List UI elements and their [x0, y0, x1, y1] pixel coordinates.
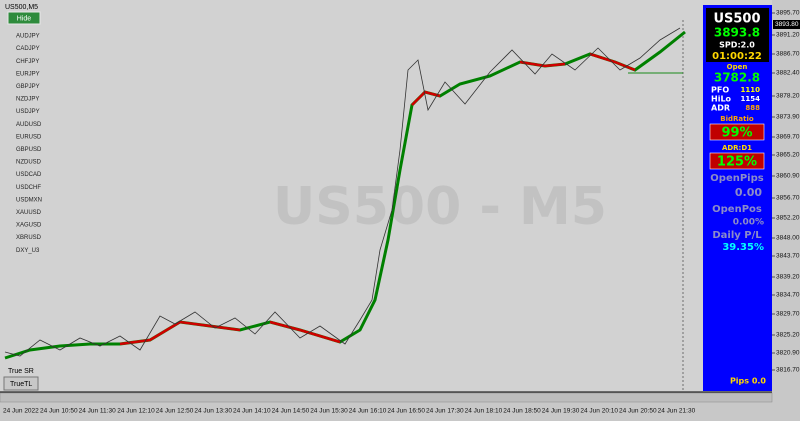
time-label: 24 Jun 2022: [3, 408, 39, 415]
time-label: 24 Jun 20:10: [580, 408, 618, 415]
hide-button-label[interactable]: Hide: [17, 15, 32, 22]
time-label: 24 Jun 16:10: [349, 408, 387, 415]
panel-bidratio-box: [709, 123, 765, 141]
trend-line-down: [411, 90, 441, 106]
current-price-label: 3893.80: [775, 21, 799, 28]
panel-hilo-label: HiLo: [711, 95, 732, 104]
price-label: 3891.20: [776, 32, 800, 39]
panel-openpips-label: OpenPips: [710, 173, 763, 184]
panel-dailypl: 39.35%: [722, 242, 764, 253]
panel-adr: 888: [745, 104, 760, 112]
symbol-button[interactable]: EURJPY: [16, 71, 40, 77]
symbol-button[interactable]: AUDUSD: [16, 122, 42, 128]
symbol-button[interactable]: NZDJPY: [16, 97, 39, 103]
panel-pips: Pips 0.0: [730, 377, 766, 386]
panel-bidratio: 99%: [721, 126, 752, 141]
panel-adrd1: 125%: [717, 155, 757, 170]
price-label: 3820.90: [776, 350, 800, 357]
panel-adrd1-box: [709, 152, 765, 170]
price-label: 3873.90: [776, 114, 800, 121]
panel-bid: 3893.8: [714, 26, 760, 40]
price-label: 3869.70: [776, 134, 800, 141]
time-label: 24 Jun 20:50: [619, 408, 657, 415]
price-label: 3825.20: [776, 332, 800, 339]
time-label: 24 Jun 19:30: [542, 408, 580, 415]
time-label: 24 Jun 15:30: [310, 408, 348, 415]
price-candles: [4, 27, 681, 357]
panel-open: 3782.8: [714, 71, 760, 85]
panel-symbol: US500: [713, 12, 760, 27]
price-label: 3856.70: [776, 195, 800, 202]
panel-adrd1-label: ADR:D1: [722, 144, 752, 152]
price-label: 3816.70: [776, 367, 800, 374]
panel-pfo: 1110: [741, 86, 761, 94]
symbol-button[interactable]: USDJPY: [16, 109, 40, 115]
price-label: 3852.20: [776, 215, 800, 222]
panel-adr-label: ADR: [711, 104, 730, 113]
panel-dailypl-label: Daily P/L: [712, 230, 762, 241]
time-label: 24 Jun 10:50: [40, 408, 78, 415]
price-label: 3865.20: [776, 152, 800, 159]
time-label: 24 Jun 14:50: [272, 408, 310, 415]
current-price-box: [773, 20, 800, 29]
symbol-button[interactable]: EURUSD: [16, 134, 42, 140]
panel-openpos-label: OpenPos: [712, 204, 762, 215]
trend-line-down: [119, 320, 241, 346]
trend-line-down: [589, 52, 636, 72]
time-label: 24 Jun 12:50: [156, 408, 194, 415]
panel-bidratio-label: BidRatio: [720, 115, 754, 123]
symbol-button[interactable]: XBRUSD: [16, 235, 42, 241]
symbol-button[interactable]: AUDJPY: [16, 34, 40, 40]
truetl-button-label[interactable]: TrueTL: [10, 381, 32, 388]
symbol-button[interactable]: USDMXN: [16, 197, 42, 203]
truetl-button[interactable]: [3, 376, 39, 391]
symbol-button[interactable]: CHFJPY: [16, 59, 39, 65]
price-label: 3895.70: [776, 10, 800, 17]
symbol-button[interactable]: CADJPY: [16, 46, 40, 52]
symbol-button[interactable]: NZDUSD: [16, 160, 42, 166]
panel-openpos: 0.00%: [733, 218, 764, 228]
symbol-button[interactable]: XAUUSD: [16, 210, 42, 216]
panel-openpips: 0.00: [735, 186, 762, 199]
window-title: US500,M5: [5, 4, 38, 11]
info-panel: [703, 5, 772, 391]
time-label: 24 Jun 18:10: [465, 408, 503, 415]
time-label: 24 Jun 17:30: [426, 408, 464, 415]
symbol-button[interactable]: XAGUSD: [16, 223, 42, 229]
price-label: 3848.00: [776, 235, 800, 242]
time-label: 24 Jun 12:10: [117, 408, 155, 415]
trend-line-down: [269, 320, 341, 344]
price-label: 3843.70: [776, 253, 800, 260]
panel-timer: 01:00:22: [712, 51, 762, 62]
time-label: 24 Jun 14:10: [233, 408, 271, 415]
trend-line-down: [519, 60, 566, 68]
panel-hilo: 1154: [741, 95, 761, 103]
price-label: 3834.70: [776, 292, 800, 299]
time-label: 24 Jun 18:50: [503, 408, 541, 415]
symbol-button[interactable]: GBPJPY: [16, 84, 40, 90]
panel-spread: SPD:2.0: [719, 41, 755, 50]
info-panel-header: [706, 8, 769, 62]
price-label: 3878.20: [776, 93, 800, 100]
subwindow-separator: [0, 392, 773, 403]
symbol-button[interactable]: GBPUSD: [16, 147, 42, 153]
panel-pfo-label: PFO: [711, 86, 729, 95]
price-label: 3860.90: [776, 173, 800, 180]
time-label: 24 Jun 13:30: [194, 408, 232, 415]
price-label: 3839.20: [776, 274, 800, 281]
price-label: 3886.70: [776, 51, 800, 58]
symbol-button[interactable]: DXY_U3: [16, 248, 40, 254]
time-label: 24 Jun 16:50: [387, 408, 425, 415]
hide-button[interactable]: [7, 11, 41, 25]
watermark: US500 - M5: [273, 177, 607, 237]
symbol-button[interactable]: USDCAD: [16, 172, 42, 178]
true-sr-label: True SR: [8, 368, 34, 375]
price-label: 3829.70: [776, 311, 800, 318]
symbol-button[interactable]: USDCHF: [16, 185, 41, 191]
time-label: 24 Jun 21:30: [658, 408, 696, 415]
panel-open-label: Open: [727, 63, 748, 71]
price-label: 3882.40: [776, 70, 800, 77]
time-label: 24 Jun 11:30: [79, 408, 116, 415]
